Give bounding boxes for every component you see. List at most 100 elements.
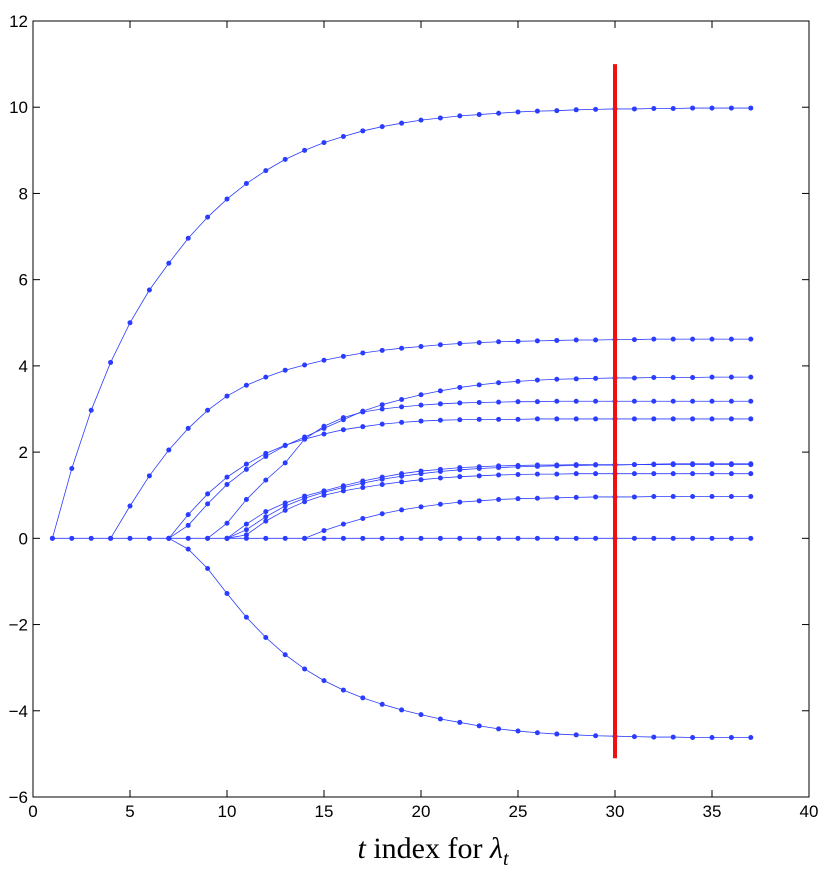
data-point (185, 535, 191, 541)
data-point (709, 374, 715, 380)
data-point (263, 450, 269, 456)
data-point (593, 375, 599, 381)
data-point (399, 507, 405, 513)
data-point (515, 378, 521, 384)
data-point (340, 687, 346, 693)
data-point (670, 375, 676, 381)
data-point (534, 416, 540, 422)
data-point (321, 423, 327, 429)
data-point (573, 732, 579, 738)
data-point (205, 407, 211, 413)
data-point (476, 465, 482, 471)
data-point (496, 497, 502, 503)
data-point (185, 546, 191, 552)
data-point (728, 461, 734, 467)
series-layer (49, 105, 754, 741)
data-point (554, 535, 560, 541)
data-point (282, 442, 288, 448)
data-point (185, 235, 191, 241)
data-point (360, 484, 366, 490)
data-point (146, 473, 152, 479)
data-point (146, 535, 152, 541)
data-point (321, 528, 327, 534)
data-point (515, 472, 521, 478)
data-point (243, 527, 249, 533)
data-point (728, 735, 734, 741)
data-point (593, 337, 599, 343)
data-point (224, 196, 230, 202)
data-point (418, 392, 424, 398)
data-point (476, 498, 482, 504)
data-point (49, 535, 55, 541)
data-point (340, 521, 346, 527)
x-tick-label: 0 (28, 802, 37, 821)
data-point (457, 535, 463, 541)
data-point (690, 461, 696, 467)
data-point (302, 495, 308, 501)
series-11 (49, 535, 754, 541)
data-point (670, 535, 676, 541)
data-point (728, 336, 734, 342)
data-point (631, 494, 637, 500)
x-axis: 0 5 10 15 20 25 30 35 40 (28, 21, 818, 821)
y-tick-label: 6 (19, 271, 28, 290)
data-point (321, 431, 327, 437)
data-point (243, 466, 249, 472)
data-point (748, 105, 754, 111)
x-axis-label-subscript: t (503, 848, 509, 870)
data-point (515, 496, 521, 502)
data-point (224, 535, 230, 541)
data-point (534, 495, 540, 501)
data-point (321, 535, 327, 541)
data-point (263, 477, 269, 483)
data-point (379, 481, 385, 487)
data-point (496, 465, 502, 471)
data-point (399, 404, 405, 410)
data-point (515, 338, 521, 344)
data-point (302, 147, 308, 153)
data-point (340, 415, 346, 421)
y-axis: −6 −4 −2 0 2 4 6 8 10 12 (9, 12, 809, 807)
x-tick-label: 25 (509, 802, 528, 821)
data-point (302, 499, 308, 505)
data-point (457, 340, 463, 346)
data-point (554, 495, 560, 501)
data-point (88, 407, 94, 413)
data-point (302, 535, 308, 541)
data-point (379, 421, 385, 427)
data-point (418, 535, 424, 541)
data-point (748, 336, 754, 342)
data-point (185, 512, 191, 518)
data-point (146, 287, 152, 293)
x-tick-label: 30 (606, 802, 625, 821)
data-point (573, 471, 579, 477)
data-point (418, 418, 424, 424)
data-point (360, 695, 366, 701)
data-point (593, 471, 599, 477)
data-point (593, 733, 599, 739)
data-point (534, 338, 540, 344)
data-point (476, 382, 482, 388)
data-point (651, 461, 657, 467)
data-point (690, 494, 696, 500)
data-point (282, 367, 288, 373)
series-8 (224, 471, 754, 541)
data-point (457, 719, 463, 725)
data-point (593, 462, 599, 468)
data-point (496, 416, 502, 422)
data-point (243, 521, 249, 527)
data-point (399, 535, 405, 541)
data-point (709, 416, 715, 422)
data-point (651, 336, 657, 342)
series-line (226, 464, 751, 539)
data-point (690, 735, 696, 741)
data-point (631, 734, 637, 740)
data-point (476, 723, 482, 729)
data-point (593, 494, 599, 500)
series-line (304, 496, 751, 539)
data-point (690, 105, 696, 111)
data-point (360, 535, 366, 541)
data-point (340, 488, 346, 494)
data-point (399, 473, 405, 479)
data-point (263, 634, 269, 640)
